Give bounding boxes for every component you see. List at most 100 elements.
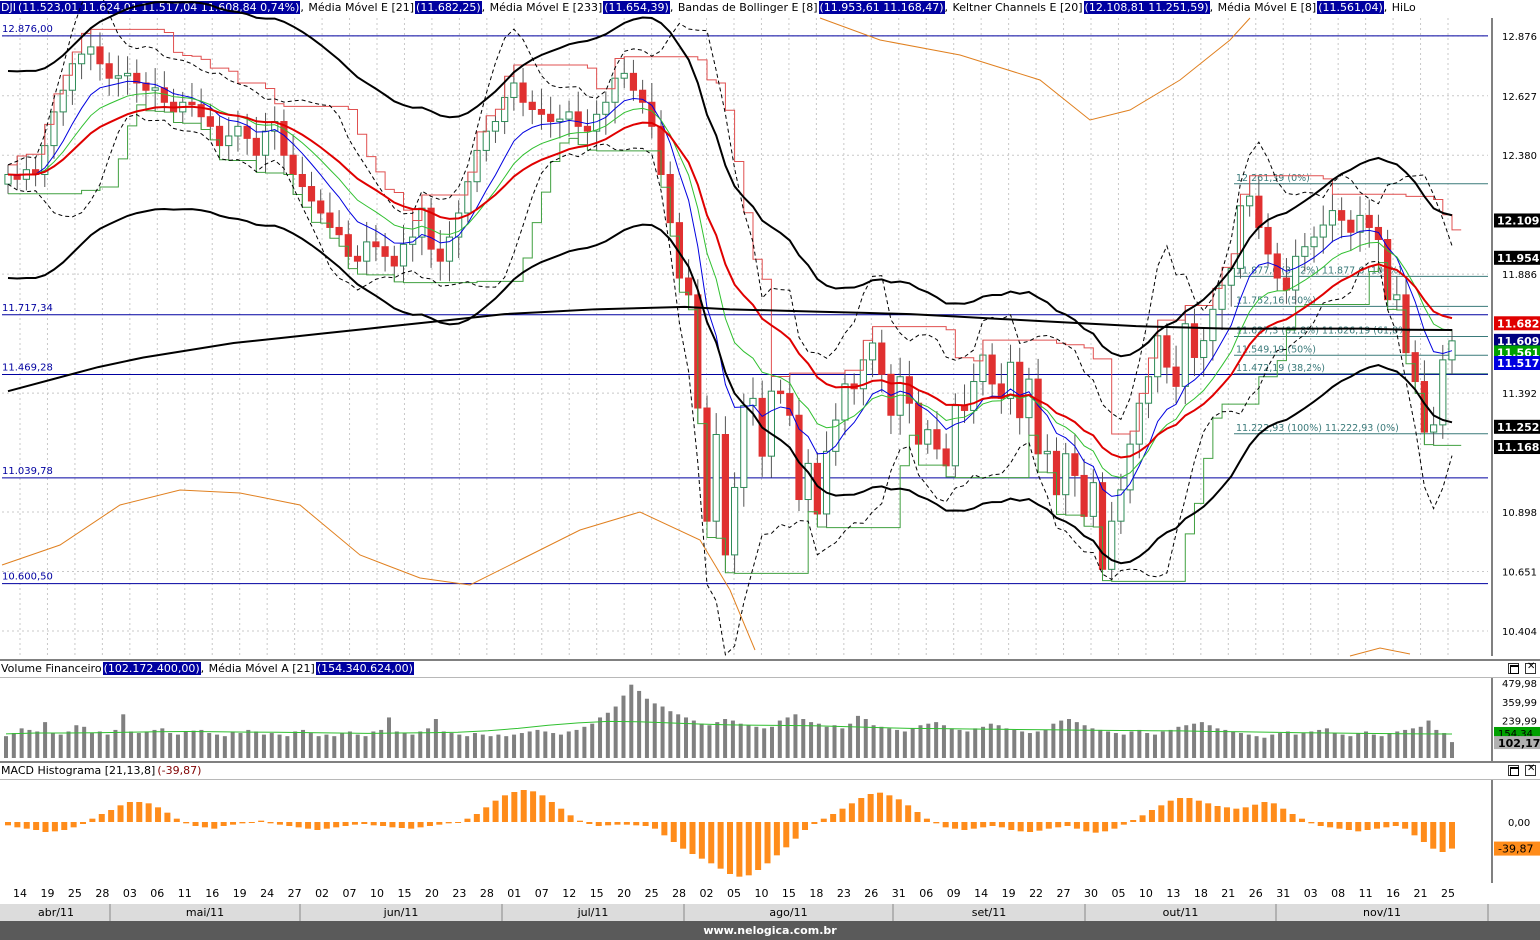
macd-bar bbox=[389, 822, 396, 828]
volume-ma-line bbox=[5, 720, 1453, 735]
candle-body bbox=[556, 118, 564, 123]
volume-panel[interactable]: Volume Financeiro (102.172.400,00), Média… bbox=[0, 659, 1540, 762]
candle-body bbox=[786, 393, 794, 416]
volume-bar bbox=[988, 723, 993, 758]
candle-body bbox=[1043, 450, 1051, 455]
volume-bar bbox=[1121, 734, 1126, 758]
month-label: mai/11 bbox=[186, 906, 224, 919]
volume-bar bbox=[50, 733, 55, 758]
macd-bar bbox=[501, 795, 508, 822]
macd-bar bbox=[5, 822, 11, 826]
volume-bar bbox=[433, 719, 438, 758]
volume-bar bbox=[1317, 729, 1322, 758]
volume-bar bbox=[699, 723, 704, 758]
volume-bar bbox=[4, 736, 8, 758]
volume-bar bbox=[246, 729, 251, 758]
candle-body bbox=[574, 111, 582, 127]
date-tick-label: 28 bbox=[480, 887, 494, 900]
date-tick-label: 20 bbox=[425, 887, 439, 900]
price-badge-label: 11.609 bbox=[1497, 335, 1539, 348]
candle-body bbox=[1181, 323, 1189, 387]
volume-bar bbox=[902, 731, 907, 758]
candle-body bbox=[1328, 210, 1337, 226]
candle-body bbox=[445, 236, 454, 262]
macd-bar bbox=[717, 822, 724, 869]
volume-bar bbox=[1113, 733, 1118, 758]
date-tick-label: 24 bbox=[260, 887, 274, 900]
macd-bar bbox=[126, 802, 133, 822]
candle-body bbox=[142, 82, 150, 91]
price-panel[interactable]: DJI (11.523,01 11.624,01 11.517,04 11.608… bbox=[0, 0, 1540, 659]
volume-bar bbox=[1450, 742, 1454, 758]
price-chart[interactable]: 12.876 12.627 12.380 11.886 11.392 10.898 10.6… bbox=[0, 0, 1540, 659]
macd-chart[interactable]: 0,00 -39,87 bbox=[0, 780, 1540, 884]
candle-body bbox=[620, 72, 628, 79]
macd-bar bbox=[398, 822, 405, 828]
volume-bar bbox=[769, 726, 774, 758]
macd-bar bbox=[98, 814, 105, 822]
volume-bar bbox=[410, 734, 415, 758]
macd-bar bbox=[877, 792, 884, 822]
candle-body bbox=[712, 434, 720, 522]
macd-bar bbox=[576, 820, 583, 822]
candle-body bbox=[749, 397, 757, 407]
volume-maximize-button[interactable] bbox=[1508, 663, 1519, 674]
ema8-label: Média Móvel E [8] bbox=[1217, 1, 1317, 14]
candle-body bbox=[1338, 210, 1346, 221]
candle-body bbox=[381, 246, 389, 257]
candle-body bbox=[822, 450, 831, 515]
volume-bar bbox=[418, 731, 423, 758]
candle-body bbox=[1282, 277, 1291, 291]
volume-bar bbox=[1059, 720, 1064, 758]
candle-body bbox=[455, 212, 463, 238]
candle-body bbox=[1430, 424, 1438, 433]
candle-body bbox=[206, 116, 214, 127]
macd-bar bbox=[755, 822, 762, 870]
date-axis-svg: 14 19 25 28 03 06 11 16 19 24 27 02 07 10 15 20 23 28 01 07… bbox=[0, 887, 1540, 921]
macd-close-button[interactable] bbox=[1525, 763, 1536, 776]
macd-bar bbox=[1036, 822, 1043, 831]
macd-bar bbox=[558, 808, 565, 822]
volume-bar bbox=[574, 729, 579, 758]
macd-bar bbox=[548, 802, 555, 822]
candle-body bbox=[629, 72, 638, 91]
date-tick-label: 03 bbox=[123, 887, 137, 900]
volume-bar bbox=[863, 719, 868, 758]
macd-panel[interactable]: MACD Histograma [21,13,8](-39,87) 0,00 -3… bbox=[0, 761, 1540, 885]
volume-bar bbox=[89, 733, 94, 758]
macd-bar bbox=[155, 807, 162, 822]
fib-label: 11.627,3 (61,8%) 11.626,19 (61,8%) bbox=[1236, 326, 1411, 337]
ema233-line bbox=[7, 305, 1453, 393]
volume-close-button[interactable] bbox=[1525, 661, 1536, 674]
candle-body bbox=[1439, 359, 1447, 426]
volume-bar bbox=[777, 720, 782, 758]
support-line-label: 11.717,34 bbox=[2, 303, 53, 314]
date-tick-label: 10 bbox=[370, 887, 384, 900]
candle-body bbox=[602, 101, 610, 115]
macd-bar bbox=[1280, 808, 1287, 822]
candle-body bbox=[87, 46, 95, 55]
macd-bar bbox=[895, 799, 902, 822]
volume-bar bbox=[35, 731, 40, 758]
macd-bar bbox=[1017, 822, 1024, 832]
macd-bar bbox=[1045, 822, 1052, 829]
volume-value: (102.172.400,00) bbox=[102, 662, 201, 675]
macd-bar bbox=[764, 822, 771, 864]
date-tick-label: 05 bbox=[727, 887, 741, 900]
macd-bar bbox=[773, 822, 780, 856]
support-line-label: 10.600,50 bbox=[2, 572, 53, 583]
volume-bar bbox=[496, 734, 501, 758]
macd-maximize-button[interactable] bbox=[1508, 765, 1519, 776]
macd-bar bbox=[342, 822, 349, 826]
volume-bar bbox=[1199, 722, 1204, 758]
volume-bar bbox=[754, 726, 759, 758]
candle-body bbox=[1080, 474, 1088, 517]
macd-bar bbox=[323, 822, 330, 829]
volume-bar bbox=[871, 725, 876, 758]
volume-bar bbox=[386, 717, 391, 758]
date-tick-label: 07 bbox=[343, 887, 357, 900]
footer-url[interactable]: www.nelogica.com.br bbox=[0, 921, 1540, 940]
symbol-label: DJI bbox=[0, 1, 17, 14]
volume-tick-label: 359,99 bbox=[1502, 698, 1537, 709]
